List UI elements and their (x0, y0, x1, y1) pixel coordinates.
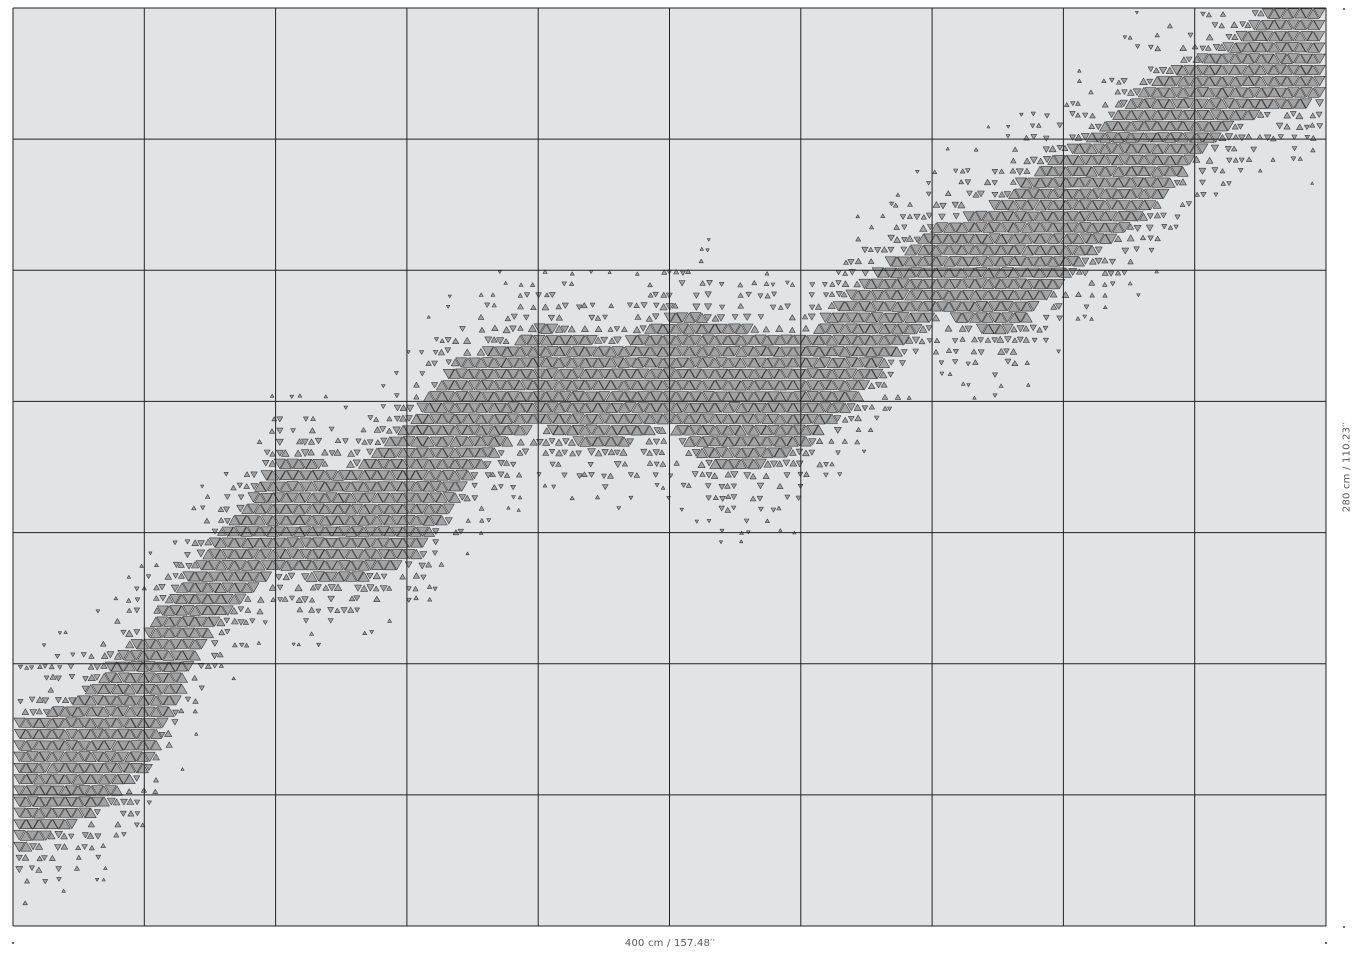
corner-mark-bottom-left (12, 942, 14, 944)
corner-mark-right-bottom (1343, 926, 1345, 928)
height-dimension-label: 280 cm / 110.23′′ (1341, 421, 1353, 513)
triangle-tiles (13, 8, 1326, 906)
triangle-pattern-band (13, 8, 1326, 906)
corner-mark-bottom-right (1325, 942, 1327, 944)
panel-grid (12, 7, 1327, 927)
width-dimension-label: 400 cm / 157.48′′ (624, 938, 716, 949)
corner-mark-top-right (1343, 8, 1345, 10)
